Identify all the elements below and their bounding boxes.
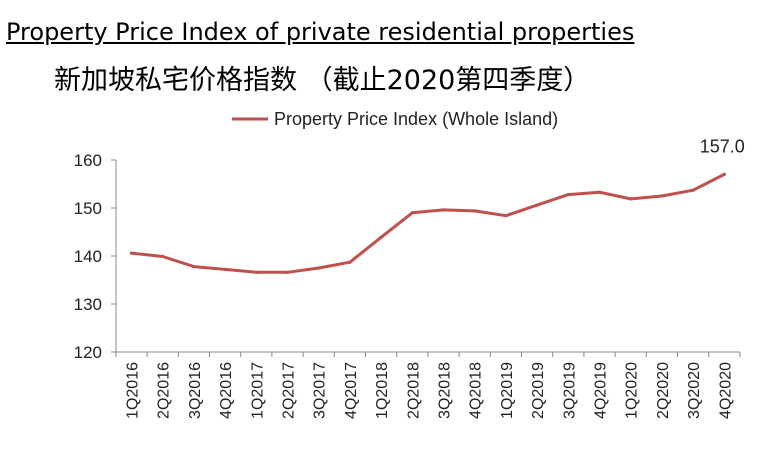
- x-tick-label: 4Q2016: [218, 362, 235, 419]
- x-tick-label: 3Q2017: [312, 362, 329, 419]
- data-point: [691, 188, 695, 192]
- legend-label: Property Price Index (Whole Island): [274, 109, 558, 129]
- x-tick-label: 4Q2017: [343, 362, 360, 419]
- y-tick-label: 160: [74, 151, 102, 170]
- data-point: [722, 172, 726, 176]
- data-point: [348, 260, 352, 264]
- data-point: [285, 270, 290, 274]
- data-point: [223, 267, 227, 272]
- data-point: [629, 197, 633, 201]
- data-point: [441, 208, 446, 212]
- y-tick-label: 140: [74, 247, 102, 266]
- x-tick-label: 3Q2020: [686, 362, 703, 419]
- data-point: [473, 209, 477, 213]
- data-point: [597, 190, 602, 194]
- data-point: [504, 214, 508, 218]
- y-tick-label: 120: [74, 343, 102, 362]
- x-tick-label: 1Q2020: [624, 362, 641, 419]
- x-tick-label: 1Q2017: [249, 362, 266, 419]
- data-point: [566, 192, 570, 197]
- data-point: [317, 266, 321, 270]
- y-tick-label: 150: [74, 199, 102, 218]
- data-point: [254, 270, 258, 274]
- x-tick-label: 2Q2019: [530, 362, 547, 419]
- x-tick-label: 4Q2019: [593, 362, 610, 419]
- series-line: [130, 172, 726, 274]
- data-point: [660, 194, 664, 198]
- data-point: [161, 254, 165, 259]
- chart-title-chinese: 新加坡私宅价格指数 （截止2020第四季度）: [54, 65, 591, 96]
- data-point: [410, 211, 414, 215]
- x-tick-label: 2Q2020: [655, 362, 672, 419]
- x-tick-label: 3Q2018: [437, 362, 454, 419]
- x-tick-label: 4Q2020: [717, 362, 734, 419]
- x-tick-label: 4Q2018: [468, 362, 485, 419]
- x-tick-label: 1Q2016: [125, 362, 142, 419]
- data-point: [129, 251, 134, 255]
- x-tick-label: 2Q2016: [156, 362, 173, 419]
- data-point: [535, 203, 539, 207]
- data-point: [192, 264, 196, 269]
- data-label: 157.0: [700, 136, 745, 156]
- chart-title-english: Property Price Index of private resident…: [6, 18, 635, 46]
- x-tick-label: 2Q2018: [405, 362, 422, 419]
- x-tick-label: 1Q2018: [374, 362, 391, 419]
- y-tick-label: 130: [74, 295, 102, 314]
- data-point: [379, 235, 383, 239]
- x-tick-label: 2Q2017: [281, 362, 298, 419]
- x-tick-label: 3Q2019: [561, 362, 578, 419]
- x-tick-label: 3Q2016: [187, 362, 204, 419]
- x-tick-label: 1Q2019: [499, 362, 516, 419]
